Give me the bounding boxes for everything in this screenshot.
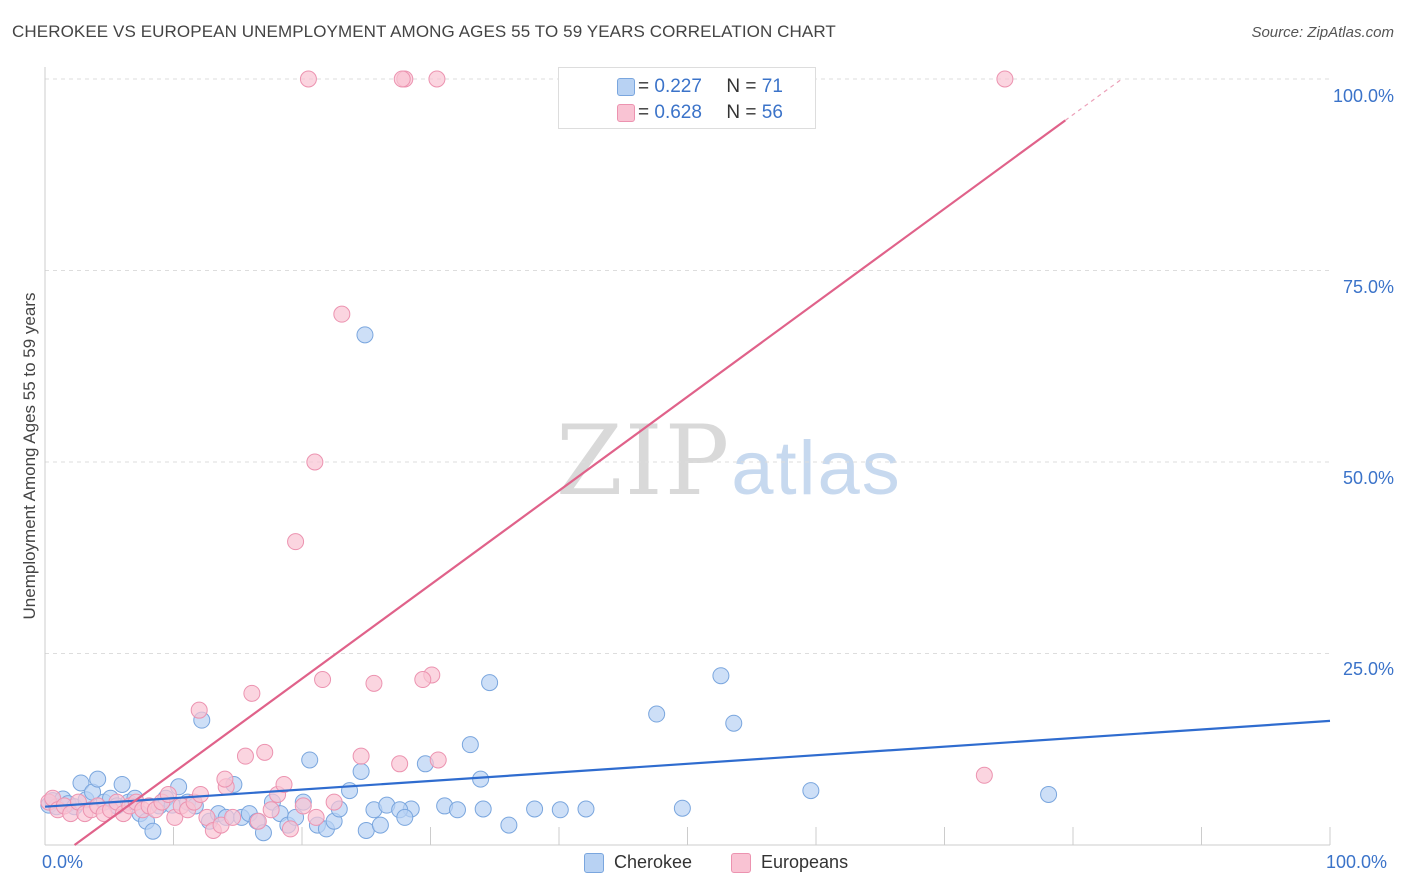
europeans-point — [191, 785, 209, 803]
watermark-atlas: atlas — [731, 426, 902, 511]
cherokee-trend-line — [44, 719, 1331, 808]
europeans-point — [243, 684, 261, 702]
cherokee-swatch — [617, 78, 635, 96]
europeans-point — [224, 808, 242, 826]
cherokee-point — [577, 800, 595, 818]
cherokee-point — [802, 782, 820, 800]
watermark-zip: ZIP — [556, 405, 732, 517]
y-tick-label-75: 75.0% — [1342, 277, 1394, 297]
cherokee-point — [113, 775, 131, 793]
cherokee-point — [89, 770, 107, 788]
n-label: N = — [726, 102, 757, 123]
europeans-r-value: 0.628 — [654, 102, 702, 123]
europeans-point — [216, 770, 234, 788]
europeans-point — [236, 747, 254, 765]
y-tick-label-100: 100.0% — [1332, 86, 1394, 106]
europeans-point — [414, 671, 432, 689]
cherokee-n-value: 71 — [761, 76, 783, 97]
europeans-n-value: 56 — [761, 102, 783, 123]
europeans-point — [393, 70, 411, 88]
europeans-point — [325, 793, 343, 811]
europeans-point — [275, 775, 293, 793]
cherokee-point — [461, 736, 479, 754]
cherokee-point — [725, 714, 743, 732]
cherokee-point — [144, 822, 162, 840]
europeans-point — [352, 747, 370, 765]
cherokee-point — [357, 821, 375, 839]
europeans-point — [249, 812, 267, 830]
europeans-point — [159, 785, 177, 803]
cherokee-point — [1040, 785, 1058, 803]
legend-item-cherokee[interactable]: Cherokee — [584, 852, 692, 873]
cherokee-legend-swatch — [584, 852, 604, 873]
stats-legend: R = 0.227 N = 71 R = 0.628 N = 56 — [558, 67, 816, 129]
x-tick-label-min: 0.0% — [42, 852, 84, 872]
cherokee-point — [673, 799, 691, 817]
europeans-point — [306, 453, 324, 471]
cherokee-legend-label: Cherokee — [614, 852, 693, 872]
europeans-point — [299, 70, 317, 88]
europeans-point — [262, 801, 280, 819]
europeans-point — [975, 766, 993, 784]
cherokee-point — [396, 808, 414, 826]
europeans-point — [429, 751, 447, 769]
cherokee-point — [472, 770, 490, 788]
europeans-point — [365, 674, 383, 692]
europeans-point — [314, 671, 332, 689]
cherokee-point — [481, 674, 499, 692]
source-credit: Source: ZipAtlas.com — [1251, 24, 1394, 41]
europeans-point — [391, 755, 409, 773]
n-label: N = — [726, 76, 757, 97]
europeans-point — [281, 820, 299, 838]
y-tick-label-50: 50.0% — [1342, 468, 1394, 488]
europeans-legend-label: Europeans — [761, 852, 849, 872]
europeans-point — [294, 797, 312, 815]
legend-item-europeans[interactable]: Europeans — [731, 852, 848, 873]
y-tick-label-25: 25.0% — [1342, 659, 1394, 679]
europeans-point — [333, 305, 351, 323]
chart-title: CHEROKEE VS EUROPEAN UNEMPLOYMENT AMONG … — [12, 22, 836, 41]
cherokee-point — [648, 705, 666, 723]
cherokee-point — [301, 751, 319, 769]
europeans-point — [190, 701, 208, 719]
watermark: ZIPatlas — [556, 405, 902, 517]
europeans-point — [256, 743, 274, 761]
cherokee-point — [551, 801, 569, 819]
cherokee-point — [500, 816, 518, 834]
cherokee-point — [474, 800, 492, 818]
europeans-point — [287, 533, 305, 551]
europeans-swatch — [617, 104, 635, 122]
x-tick-label-max: 100.0% — [1326, 852, 1388, 872]
cherokee-point — [371, 816, 389, 834]
cherokee-point — [448, 801, 466, 819]
legend-row-cherokee: R = 0.227 N = 71 — [587, 75, 783, 99]
europeans-point — [428, 70, 446, 88]
cherokee-point — [352, 762, 370, 780]
series-legend: Cherokee Europeans — [0, 852, 1406, 876]
legend-row-europeans: R = 0.628 N = 56 — [587, 101, 783, 125]
cherokee-point — [712, 667, 730, 685]
cherokee-point — [72, 774, 90, 792]
europeans-trend-line — [73, 119, 1066, 846]
cherokee-r-value: 0.227 — [654, 76, 702, 97]
cherokee-point — [526, 800, 544, 818]
europeans-point — [996, 70, 1014, 88]
europeans-point — [307, 808, 325, 826]
europeans-legend-swatch — [731, 852, 751, 873]
europeans-trend-extension — [1064, 78, 1123, 121]
cherokee-point — [356, 326, 374, 344]
